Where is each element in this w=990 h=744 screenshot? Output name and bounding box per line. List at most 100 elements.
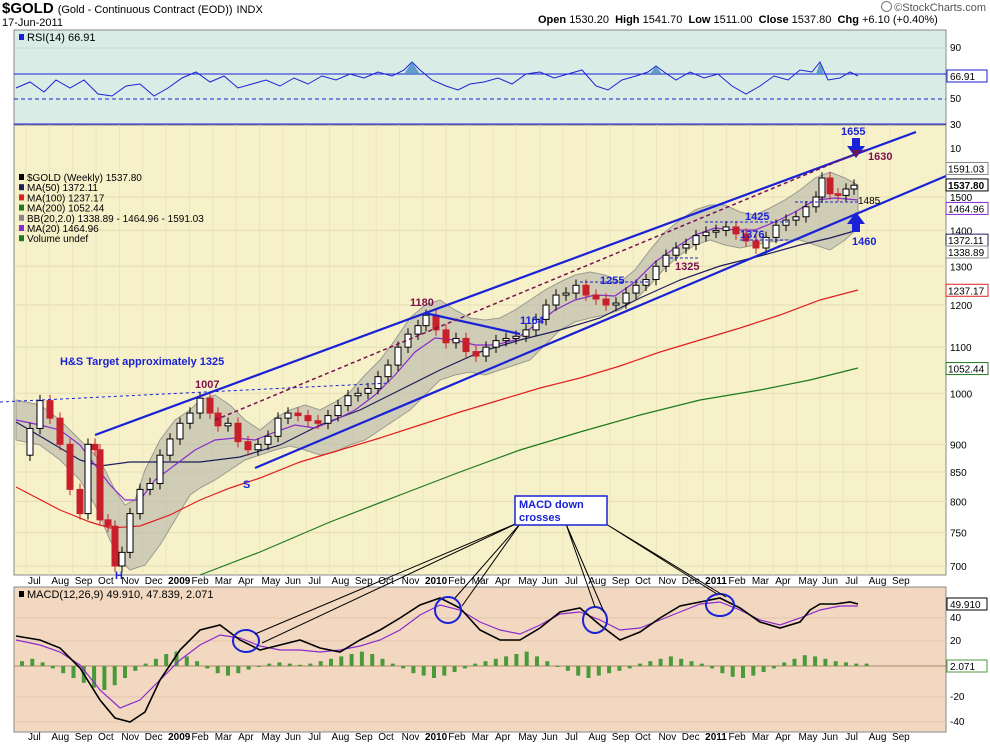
low-value: 1511.00 bbox=[713, 14, 753, 26]
candle-up bbox=[792, 216, 800, 221]
candle-up bbox=[532, 318, 540, 331]
candle-down bbox=[742, 233, 750, 242]
price-tick: 900 bbox=[950, 440, 967, 451]
x-tick: 2010 bbox=[425, 576, 448, 587]
macd-hist-bar bbox=[596, 666, 601, 676]
x-tick: Mar bbox=[752, 576, 770, 587]
candle-up bbox=[512, 335, 520, 339]
candle-up bbox=[118, 551, 126, 567]
x-tick: Aug bbox=[332, 732, 350, 743]
shoulder-label: S bbox=[243, 479, 250, 491]
candle-up bbox=[414, 325, 422, 335]
macd-hist-bar bbox=[349, 654, 354, 666]
legend-swatch bbox=[19, 174, 24, 180]
x-tick: Apr bbox=[495, 576, 511, 587]
macd-panel bbox=[13, 586, 947, 733]
x-tick: May bbox=[518, 576, 537, 587]
candle-down bbox=[56, 417, 64, 445]
x-tick: Feb bbox=[729, 732, 747, 743]
candle-up bbox=[692, 235, 700, 245]
x-tick: May bbox=[518, 732, 537, 743]
level-1255: 1255 bbox=[600, 275, 624, 287]
candle-up bbox=[224, 422, 232, 427]
macd-hist-bar bbox=[432, 666, 436, 678]
legend-entry: MA(50) 1372.11 bbox=[27, 183, 98, 194]
candle-up bbox=[772, 224, 780, 238]
legend-entry: MA(20) 1464.96 bbox=[27, 224, 99, 235]
x-tick: Nov bbox=[402, 732, 420, 743]
x-tick: 2009 bbox=[168, 576, 191, 587]
ma100-line bbox=[15, 289, 859, 529]
macd-hist-bar bbox=[71, 666, 76, 678]
macd-hist-bar bbox=[50, 666, 55, 669]
x-tick: Sep bbox=[892, 732, 910, 743]
macd-hist-bar bbox=[844, 662, 848, 666]
macd-hist-bar bbox=[359, 651, 364, 666]
macd-hist-bar bbox=[668, 656, 673, 666]
candle-down bbox=[304, 415, 312, 422]
candle-down bbox=[96, 449, 104, 521]
macd-hist-bar bbox=[545, 661, 550, 666]
candle-up bbox=[324, 415, 332, 424]
price-tag: 1537.80 bbox=[948, 181, 985, 192]
macd-hist-bar bbox=[771, 666, 776, 669]
level-1425: 1425 bbox=[745, 211, 769, 223]
macd-legend: MACD(12,26,9) 49.910, 47.839, 2.071 bbox=[27, 589, 214, 601]
ma50-line bbox=[15, 229, 859, 467]
candle-down bbox=[582, 284, 590, 296]
macd-hist-bar bbox=[370, 654, 375, 666]
upper-trendline bbox=[94, 130, 917, 437]
candle-down bbox=[834, 193, 842, 196]
candle-up bbox=[264, 435, 272, 445]
arrow-down-icon bbox=[847, 138, 865, 158]
candle-up bbox=[712, 229, 720, 233]
candle-up bbox=[612, 302, 620, 306]
macd-hist-bar bbox=[720, 666, 725, 674]
candle-up bbox=[84, 443, 92, 515]
x-tick: Feb bbox=[191, 732, 209, 743]
candle-up bbox=[166, 438, 174, 456]
head-label: H bbox=[115, 570, 123, 582]
macd-hist-bar bbox=[576, 666, 581, 676]
x-axis-price: Jul Aug Sep Oct Nov Dec 2009 Feb Mar Apr May Jun Jul… bbox=[28, 576, 910, 587]
macd-axis: 40 20 -20 -40 bbox=[950, 613, 965, 728]
candle-up bbox=[284, 412, 292, 419]
candle-up bbox=[622, 292, 630, 304]
macd-histogram bbox=[20, 651, 869, 690]
macd-hist-bar bbox=[627, 666, 632, 669]
candle-up bbox=[374, 376, 382, 389]
x-tick: Dec bbox=[682, 576, 700, 587]
macd-hist-bar bbox=[298, 664, 303, 666]
x-tick: Jul bbox=[845, 576, 858, 587]
macd-legend-icon bbox=[19, 591, 24, 597]
candle-up bbox=[702, 231, 710, 237]
macd-hist-bar bbox=[792, 658, 797, 666]
candle-up bbox=[672, 247, 680, 256]
price-tick: 800 bbox=[950, 497, 967, 508]
legend-swatch bbox=[19, 214, 24, 221]
macd-hist-bar bbox=[164, 654, 169, 666]
annotations: H&S Target approximately 1325 1007 1180 … bbox=[60, 126, 892, 582]
x-tick: Mar bbox=[215, 576, 233, 587]
price-tick: 1300 bbox=[950, 262, 973, 273]
price-tick: 1400 bbox=[950, 226, 973, 237]
candle-up bbox=[394, 346, 402, 366]
x-tick: Apr bbox=[238, 576, 254, 587]
candle-down bbox=[752, 240, 760, 249]
x-tick: Aug bbox=[869, 576, 887, 587]
rsi-panel bbox=[13, 29, 947, 126]
macd-tick: -20 bbox=[950, 692, 965, 703]
macd-hist-bar bbox=[329, 658, 333, 666]
macd-hist-bar bbox=[287, 663, 292, 666]
legend-entry: MA(100) 1237.17 bbox=[27, 193, 105, 204]
price-tick: 700 bbox=[950, 562, 967, 573]
macd-callout-line2: crosses bbox=[519, 512, 561, 524]
chart-header: $GOLD (Gold - Continuous Contract (EOD)) I… bbox=[0, 0, 990, 30]
price-tag: 1052.44 bbox=[948, 365, 985, 376]
candle-down bbox=[732, 226, 740, 235]
candle-down bbox=[111, 525, 119, 567]
macd-hist-bar bbox=[339, 656, 344, 666]
x-tick: Mar bbox=[215, 732, 233, 743]
